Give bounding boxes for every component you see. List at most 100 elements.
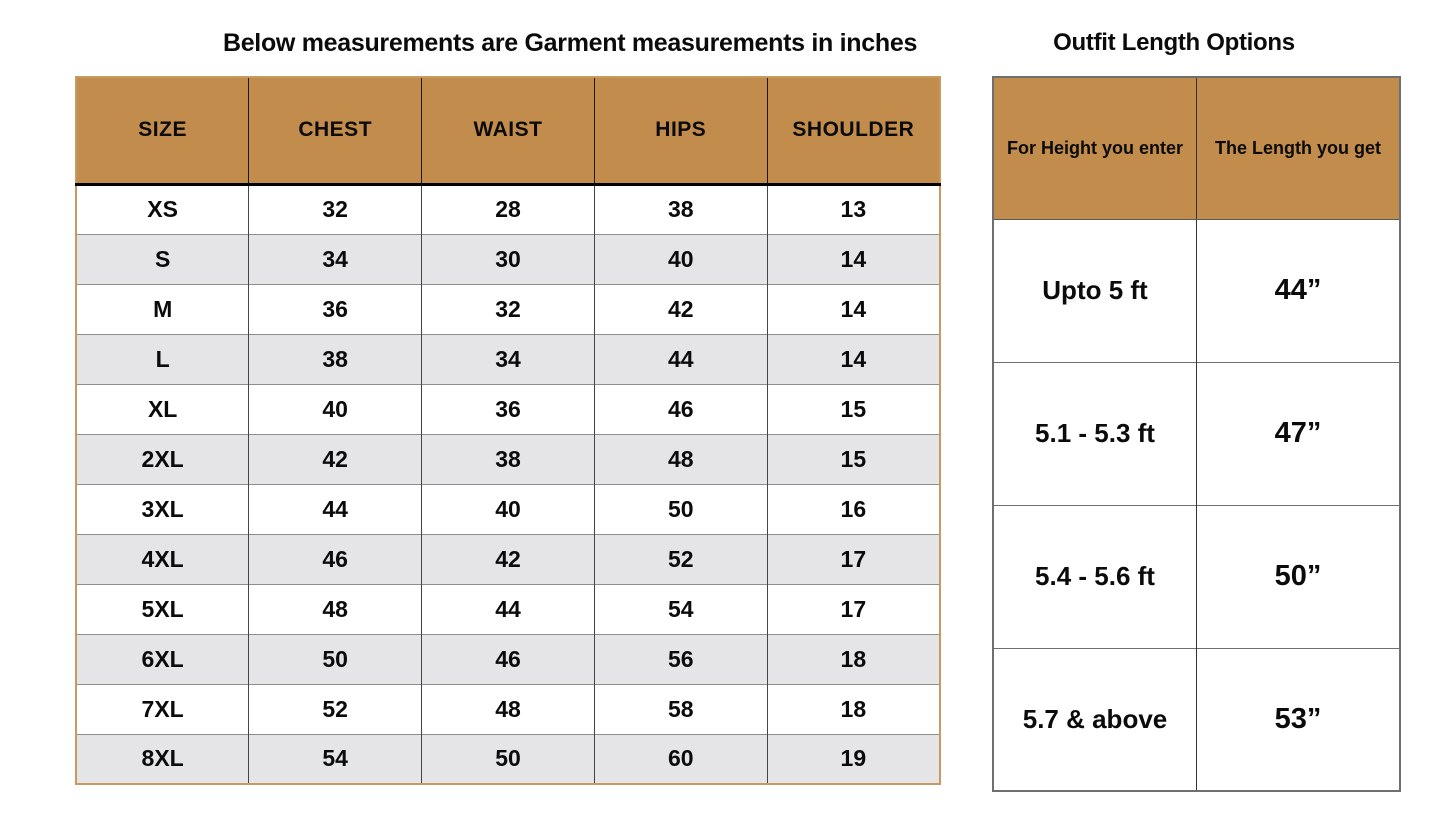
size-cell: 6XL: [76, 633, 249, 684]
table-row: Upto 5 ft 44”: [993, 218, 1400, 362]
length-value-cell: 47”: [1196, 361, 1400, 505]
garment-table-body: XS 32 28 38 13 S 34 30 40 14 M 36 32 42 14 L 38 34 44 14 XL 4…: [76, 183, 940, 784]
measurement-cell: 32: [248, 183, 422, 234]
outfit-length-table: For Height you enter The Length you get …: [992, 76, 1401, 792]
measurement-cell: 50: [421, 733, 595, 784]
measurement-cell: 54: [248, 733, 422, 784]
measurement-cell: 48: [593, 433, 768, 484]
measurement-cell: 14: [766, 333, 940, 384]
measurement-cell: 30: [421, 233, 595, 284]
measurement-cell: 44: [593, 333, 768, 384]
table-row: XS 32 28 38 13: [76, 183, 940, 234]
size-cell: 8XL: [76, 733, 249, 784]
outfit-table-body: Upto 5 ft 44” 5.1 - 5.3 ft 47” 5.4 - 5.6 ft 5…: [993, 218, 1400, 791]
height-range-cell: 5.4 - 5.6 ft: [993, 504, 1197, 648]
table-row: 4XL 46 42 52 17: [76, 533, 940, 584]
measurement-cell: 34: [421, 333, 595, 384]
column-header-chest: CHEST: [248, 77, 422, 186]
measurement-cell: 36: [248, 283, 422, 334]
height-range-cell: 5.7 & above: [993, 647, 1197, 791]
column-header-hips: HIPS: [593, 77, 768, 186]
length-value-cell: 53”: [1196, 647, 1400, 791]
measurement-cell: 38: [248, 333, 422, 384]
table-row: L 38 34 44 14: [76, 333, 940, 384]
garment-table-header-row: SIZE CHEST WAIST HIPS SHOULDER: [76, 77, 940, 186]
length-value-cell: 50”: [1196, 504, 1400, 648]
table-row: S 34 30 40 14: [76, 233, 940, 284]
table-row: 5.4 - 5.6 ft 50”: [993, 504, 1400, 648]
garment-measurements-table: SIZE CHEST WAIST HIPS SHOULDER XS 32 28 38 1…: [75, 76, 941, 785]
height-range-cell: 5.1 - 5.3 ft: [993, 361, 1197, 505]
column-header-waist: WAIST: [421, 77, 595, 186]
table-row: 6XL 50 46 56 18: [76, 633, 940, 684]
measurement-cell: 17: [766, 533, 940, 584]
size-cell: S: [76, 233, 249, 284]
measurement-cell: 18: [766, 683, 940, 734]
size-cell: XL: [76, 383, 249, 434]
measurement-cell: 42: [248, 433, 422, 484]
column-header-shoulder: SHOULDER: [766, 77, 940, 186]
measurement-cell: 56: [593, 633, 768, 684]
outfit-length-title: Outfit Length Options: [1053, 29, 1295, 56]
measurement-cell: 50: [593, 483, 768, 534]
table-row: 3XL 44 40 50 16: [76, 483, 940, 534]
measurement-cell: 50: [248, 633, 422, 684]
column-header-size: SIZE: [76, 77, 249, 186]
table-row: 5.1 - 5.3 ft 47”: [993, 361, 1400, 505]
measurement-cell: 48: [421, 683, 595, 734]
column-header-length: The Length you get: [1196, 77, 1400, 220]
measurement-cell: 16: [766, 483, 940, 534]
measurement-cell: 52: [593, 533, 768, 584]
measurement-cell: 54: [593, 583, 768, 634]
size-cell: 2XL: [76, 433, 249, 484]
measurement-cell: 60: [593, 733, 768, 784]
measurement-cell: 42: [421, 533, 595, 584]
size-cell: 5XL: [76, 583, 249, 634]
measurement-cell: 58: [593, 683, 768, 734]
column-header-height: For Height you enter: [993, 77, 1197, 220]
measurement-cell: 44: [421, 583, 595, 634]
size-cell: M: [76, 283, 249, 334]
size-cell: L: [76, 333, 249, 384]
measurement-cell: 14: [766, 233, 940, 284]
size-cell: 4XL: [76, 533, 249, 584]
length-value-cell: 44”: [1196, 218, 1400, 362]
table-row: 8XL 54 50 60 19: [76, 733, 940, 784]
table-row: 7XL 52 48 58 18: [76, 683, 940, 734]
size-cell: 7XL: [76, 683, 249, 734]
measurement-cell: 36: [421, 383, 595, 434]
measurement-cell: 46: [248, 533, 422, 584]
measurement-cell: 34: [248, 233, 422, 284]
size-cell: 3XL: [76, 483, 249, 534]
measurement-cell: 44: [248, 483, 422, 534]
measurement-cell: 40: [248, 383, 422, 434]
table-row: 5.7 & above 53”: [993, 647, 1400, 791]
measurement-cell: 40: [421, 483, 595, 534]
measurement-cell: 18: [766, 633, 940, 684]
measurement-cell: 13: [766, 183, 940, 234]
table-row: M 36 32 42 14: [76, 283, 940, 334]
garment-measurements-title: Below measurements are Garment measureme…: [222, 29, 918, 57]
table-row: 5XL 48 44 54 17: [76, 583, 940, 634]
size-cell: XS: [76, 183, 249, 234]
measurement-cell: 42: [593, 283, 768, 334]
table-row: XL 40 36 46 15: [76, 383, 940, 434]
measurement-cell: 32: [421, 283, 595, 334]
table-row: 2XL 42 38 48 15: [76, 433, 940, 484]
measurement-cell: 46: [593, 383, 768, 434]
measurement-cell: 40: [593, 233, 768, 284]
measurement-cell: 38: [421, 433, 595, 484]
measurement-cell: 28: [421, 183, 595, 234]
measurement-cell: 46: [421, 633, 595, 684]
measurement-cell: 48: [248, 583, 422, 634]
measurement-cell: 15: [766, 383, 940, 434]
outfit-table-header-row: For Height you enter The Length you get: [993, 77, 1400, 220]
measurement-cell: 15: [766, 433, 940, 484]
measurement-cell: 52: [248, 683, 422, 734]
measurement-cell: 38: [593, 183, 768, 234]
height-range-cell: Upto 5 ft: [993, 218, 1197, 362]
measurement-cell: 14: [766, 283, 940, 334]
measurement-cell: 17: [766, 583, 940, 634]
measurement-cell: 19: [766, 733, 940, 784]
